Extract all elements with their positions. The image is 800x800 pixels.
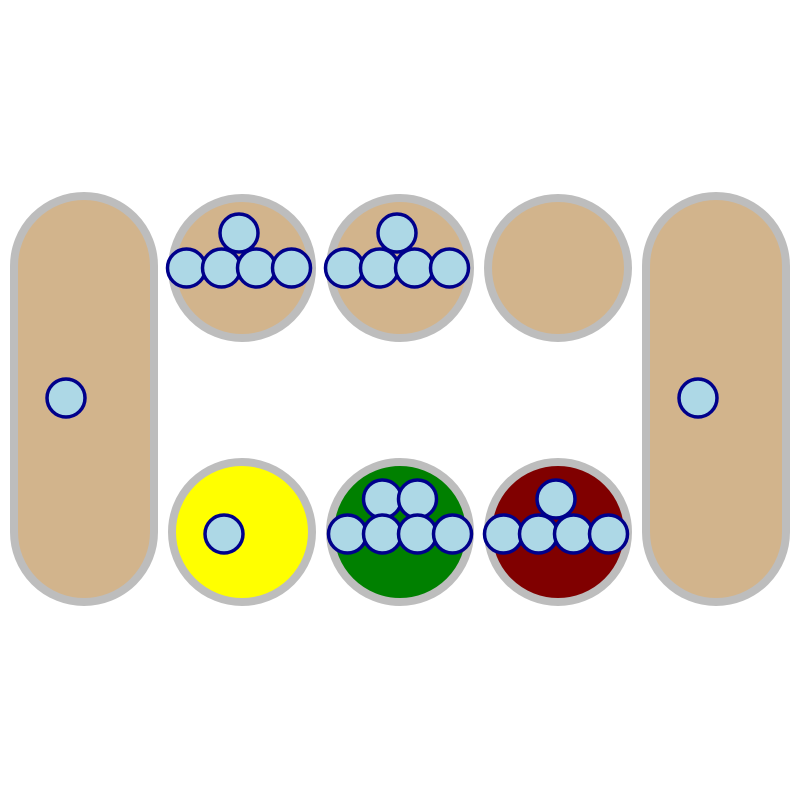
left-store-seed <box>45 377 87 419</box>
top-pit-2-seed <box>393 247 436 289</box>
bottom-pit-2-seed <box>326 513 369 555</box>
bottom-pit-2-seed <box>396 478 439 520</box>
seeds-layer <box>45 212 719 555</box>
bottom-pit-3-seed <box>587 513 630 555</box>
top-pit-3[interactable] <box>484 194 632 342</box>
bottom-pit-2-seed <box>396 513 439 555</box>
top-pit-1-seed <box>200 247 243 289</box>
right-store-seed <box>677 377 719 419</box>
top-pit-2-seed <box>376 212 418 254</box>
top-pit-1-seed <box>165 247 208 289</box>
top-pit-2-seed <box>428 247 471 289</box>
bottom-pit-3-seed <box>517 513 560 555</box>
top-pit-1-seed <box>270 247 313 289</box>
bottom-pit-2-seed <box>361 478 404 520</box>
bottom-pit-3-seed <box>482 513 525 555</box>
bottom-pit-3-seed <box>552 513 595 555</box>
top-pit-1-seed <box>235 247 278 289</box>
top-pit-2-seed <box>323 247 366 289</box>
bottom-pit-3-seed <box>535 478 577 520</box>
bottom-pit-1-seed <box>203 513 245 555</box>
top-pit-2-seed <box>358 247 401 289</box>
bottom-pit-2-seed <box>361 513 404 555</box>
top-pit-1-seed <box>218 212 260 254</box>
bottom-pit-2-seed <box>431 513 474 555</box>
